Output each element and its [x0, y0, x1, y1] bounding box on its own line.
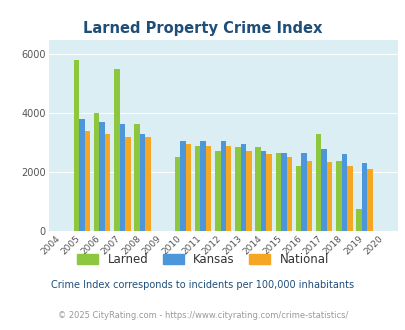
Bar	[321, 149, 326, 231]
Bar	[356, 209, 361, 231]
Bar	[114, 69, 119, 231]
Bar	[286, 157, 291, 231]
Bar	[79, 119, 85, 231]
Bar	[315, 134, 321, 231]
Bar	[255, 147, 260, 231]
Bar	[260, 151, 266, 231]
Bar	[341, 154, 346, 231]
Bar	[240, 144, 245, 231]
Text: Larned Property Crime Index: Larned Property Crime Index	[83, 21, 322, 36]
Bar	[215, 151, 220, 231]
Text: Crime Index corresponds to incidents per 100,000 inhabitants: Crime Index corresponds to incidents per…	[51, 280, 354, 290]
Bar	[367, 169, 372, 231]
Bar	[226, 146, 231, 231]
Bar	[200, 141, 205, 231]
Bar	[99, 122, 104, 231]
Legend: Larned, Kansas, National: Larned, Kansas, National	[72, 248, 333, 271]
Bar	[361, 163, 367, 231]
Text: © 2025 CityRating.com - https://www.cityrating.com/crime-statistics/: © 2025 CityRating.com - https://www.city…	[58, 311, 347, 320]
Bar	[235, 147, 240, 231]
Bar	[180, 141, 185, 231]
Bar	[326, 162, 332, 231]
Bar	[104, 134, 110, 231]
Bar	[85, 131, 90, 231]
Bar	[346, 166, 352, 231]
Bar	[145, 137, 150, 231]
Bar	[125, 137, 130, 231]
Bar	[245, 151, 251, 231]
Bar	[134, 123, 139, 231]
Bar	[194, 146, 200, 231]
Bar	[220, 141, 226, 231]
Bar	[301, 153, 306, 231]
Bar	[185, 144, 191, 231]
Bar	[94, 113, 99, 231]
Bar	[205, 146, 211, 231]
Bar	[306, 161, 311, 231]
Bar	[266, 154, 271, 231]
Bar	[119, 124, 125, 231]
Bar	[295, 166, 301, 231]
Bar	[139, 134, 145, 231]
Bar	[74, 60, 79, 231]
Bar	[335, 161, 341, 231]
Bar	[174, 157, 180, 231]
Bar	[275, 153, 280, 231]
Bar	[280, 153, 286, 231]
